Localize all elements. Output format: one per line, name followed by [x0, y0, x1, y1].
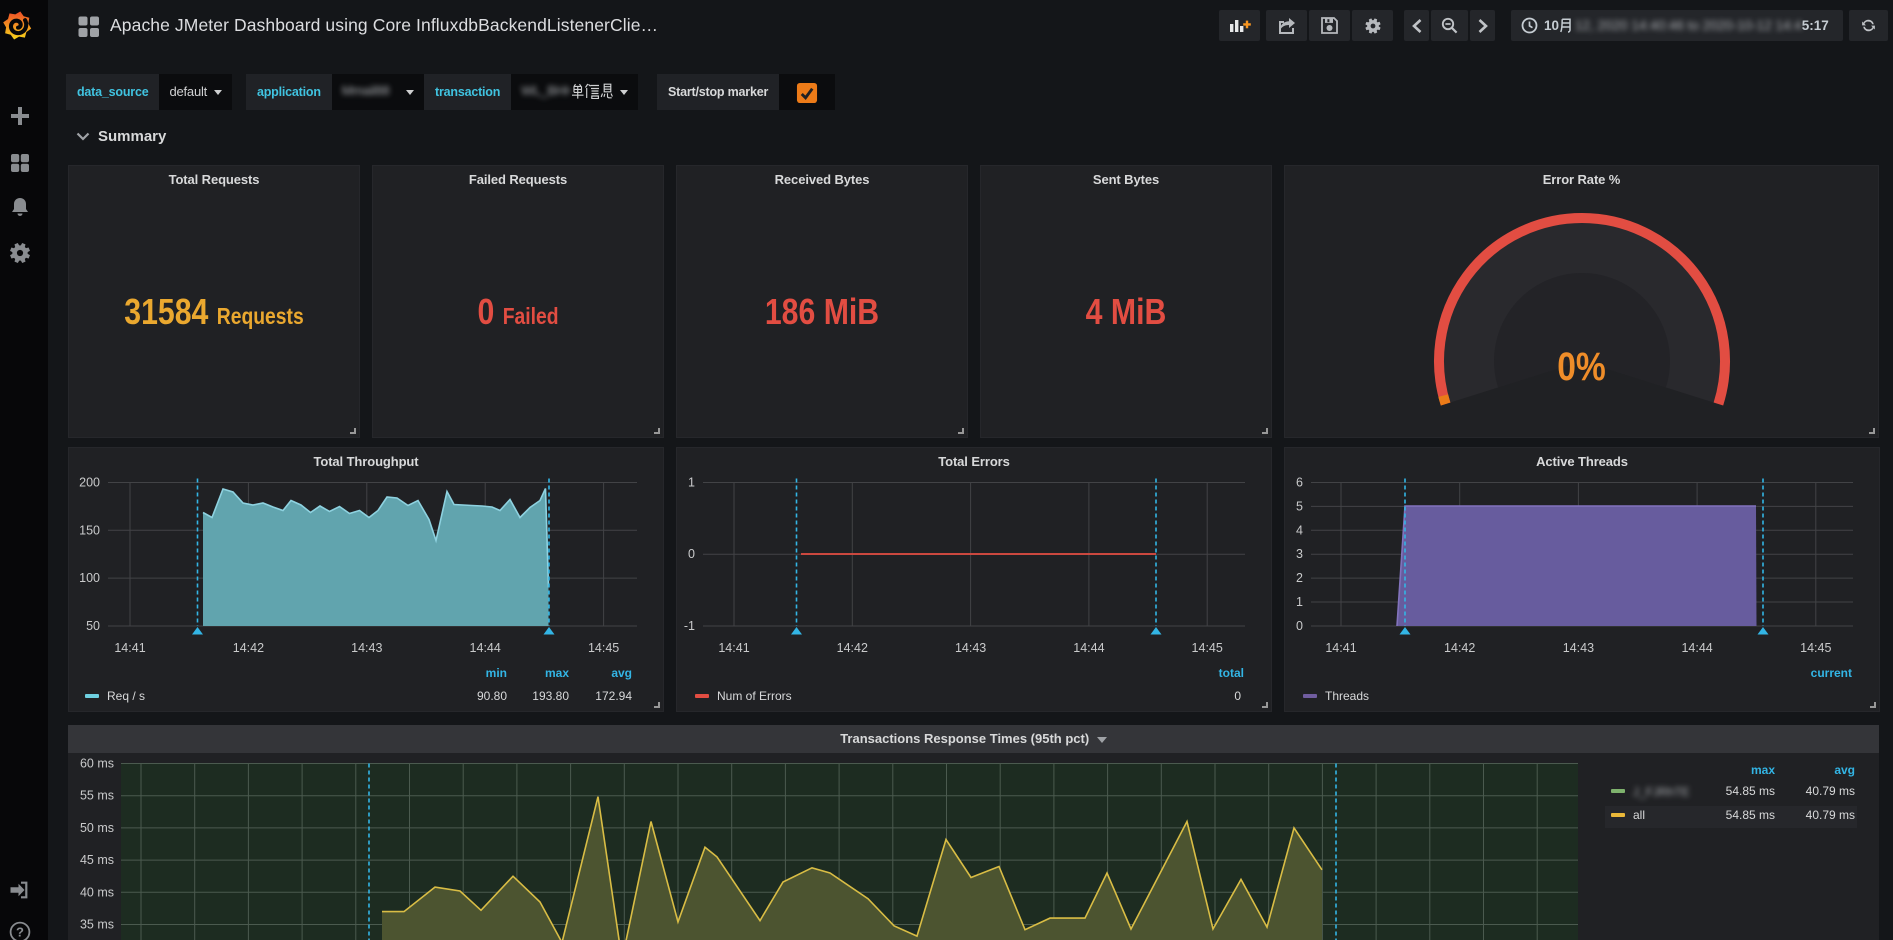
svg-text:5: 5 — [1296, 499, 1303, 513]
svg-text:14:44: 14:44 — [1073, 641, 1104, 655]
svg-text:50: 50 — [86, 619, 100, 633]
svg-text:-1: -1 — [684, 619, 695, 633]
svg-text:14:44: 14:44 — [470, 641, 501, 655]
svg-text:50 ms: 50 ms — [80, 821, 114, 835]
svg-text:14:41: 14:41 — [1325, 641, 1356, 655]
svg-text:14:43: 14:43 — [351, 641, 382, 655]
svg-text:200: 200 — [79, 476, 100, 490]
svg-text:35 ms: 35 ms — [80, 918, 114, 932]
svg-text:6: 6 — [1296, 476, 1303, 490]
svg-text:14:45: 14:45 — [1192, 641, 1223, 655]
svg-text:150: 150 — [79, 523, 100, 537]
svg-text:2: 2 — [1296, 571, 1303, 585]
svg-text:45 ms: 45 ms — [80, 853, 114, 867]
svg-text:100: 100 — [79, 571, 100, 585]
svg-text:1: 1 — [1296, 595, 1303, 609]
svg-text:1: 1 — [688, 476, 695, 490]
svg-text:14:45: 14:45 — [588, 641, 619, 655]
svg-text:14:45: 14:45 — [1800, 641, 1831, 655]
svg-text:14:43: 14:43 — [1563, 641, 1594, 655]
svg-text:3: 3 — [1296, 547, 1303, 561]
svg-text:?: ? — [16, 925, 24, 940]
svg-text:14:41: 14:41 — [718, 641, 749, 655]
svg-text:14:42: 14:42 — [837, 641, 868, 655]
svg-text:40 ms: 40 ms — [80, 885, 114, 899]
svg-text:4: 4 — [1296, 523, 1303, 537]
svg-text:14:44: 14:44 — [1681, 641, 1712, 655]
svg-text:60 ms: 60 ms — [80, 757, 114, 771]
svg-text:14:42: 14:42 — [1444, 641, 1475, 655]
svg-text:14:41: 14:41 — [114, 641, 145, 655]
svg-text:55 ms: 55 ms — [80, 789, 114, 803]
svg-text:14:43: 14:43 — [955, 641, 986, 655]
svg-text:0: 0 — [1296, 619, 1303, 633]
svg-text:14:42: 14:42 — [233, 641, 264, 655]
svg-text:0: 0 — [688, 547, 695, 561]
